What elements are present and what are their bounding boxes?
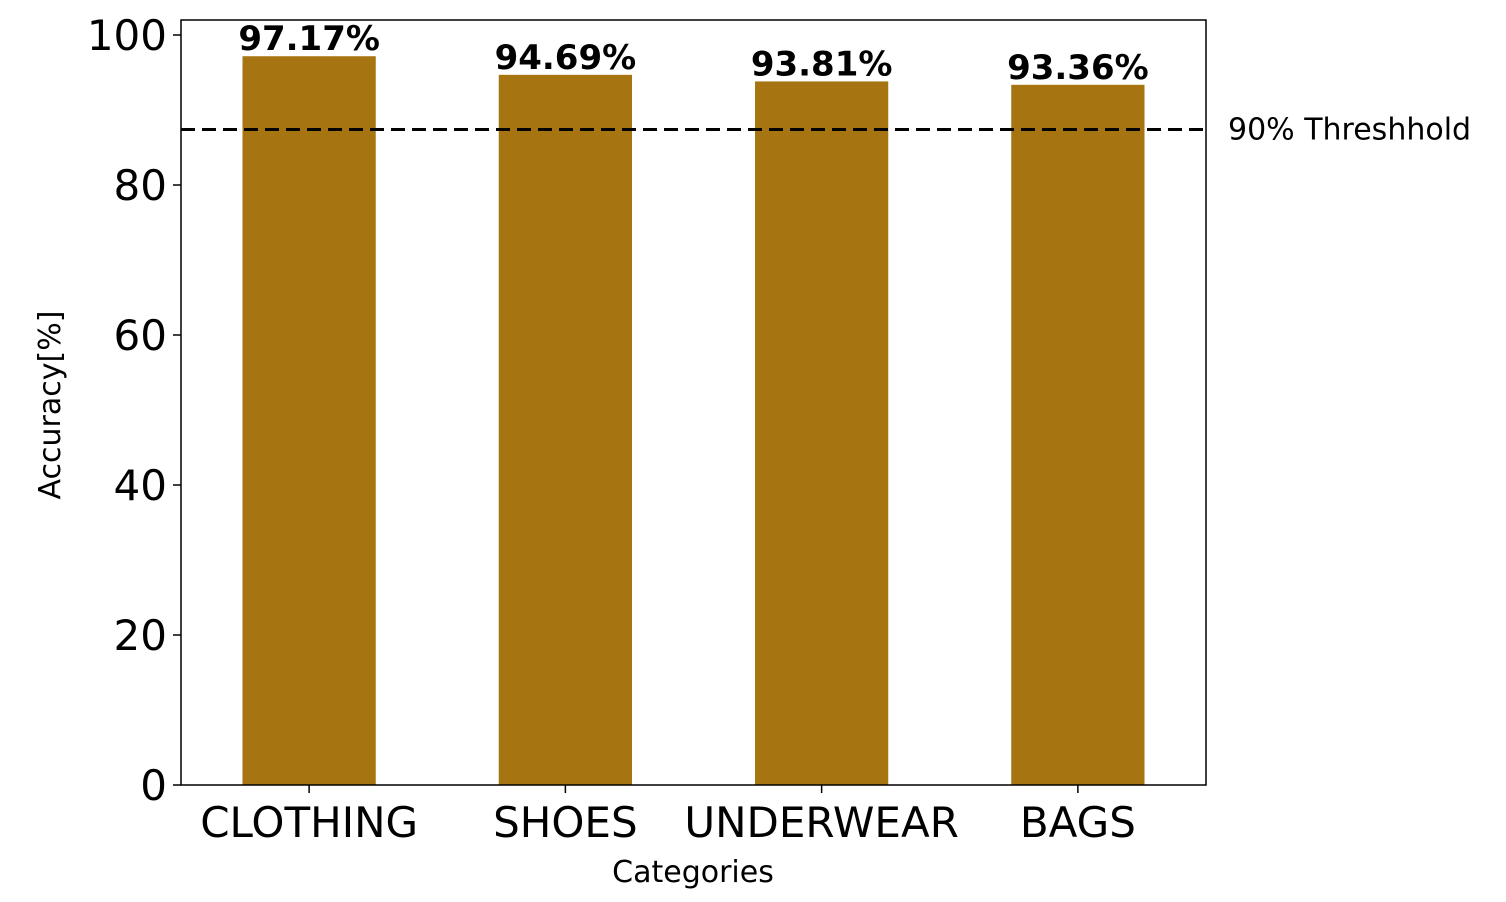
data-label-clothing: 97.17% — [238, 19, 380, 59]
axes-group: CLOTHING SHOES UNDERWEAR BAGS 0 20 40 60 80 100 — [87, 11, 1207, 847]
bar-clothing — [242, 56, 376, 786]
data-label-underwear: 93.81% — [751, 44, 893, 84]
data-label-shoes: 94.69% — [495, 38, 637, 78]
y-tick-label-20: 20 — [114, 611, 167, 660]
y-tick-label-100: 100 — [87, 11, 167, 60]
labels-group: 97.17% 94.69% 93.81% 93.36% — [238, 19, 1148, 88]
y-axis-title: Accuracy[%] — [33, 311, 68, 500]
data-label-bags: 93.36% — [1007, 48, 1149, 88]
y-tick-label-60: 60 — [114, 311, 167, 360]
threshold-group: 90% Threshhold — [181, 113, 1471, 148]
x-tick-label-shoes: SHOES — [493, 798, 638, 847]
y-tick-label-40: 40 — [114, 461, 167, 510]
x-tick-label-bags: BAGS — [1020, 798, 1136, 847]
bar-shoes — [498, 74, 632, 785]
plot-frame — [180, 19, 1207, 786]
bars-group — [242, 56, 1145, 786]
threshold-label: 90% Threshhold — [1228, 113, 1471, 148]
bar-bags — [1011, 84, 1145, 786]
x-axis-title: Categories — [612, 855, 774, 890]
x-tick-label-clothing: CLOTHING — [200, 798, 418, 847]
x-tick-label-underwear: UNDERWEAR — [684, 798, 959, 847]
bar-underwear — [755, 81, 889, 786]
y-tick-label-80: 80 — [114, 161, 167, 210]
y-tick-label-0: 0 — [140, 761, 167, 810]
